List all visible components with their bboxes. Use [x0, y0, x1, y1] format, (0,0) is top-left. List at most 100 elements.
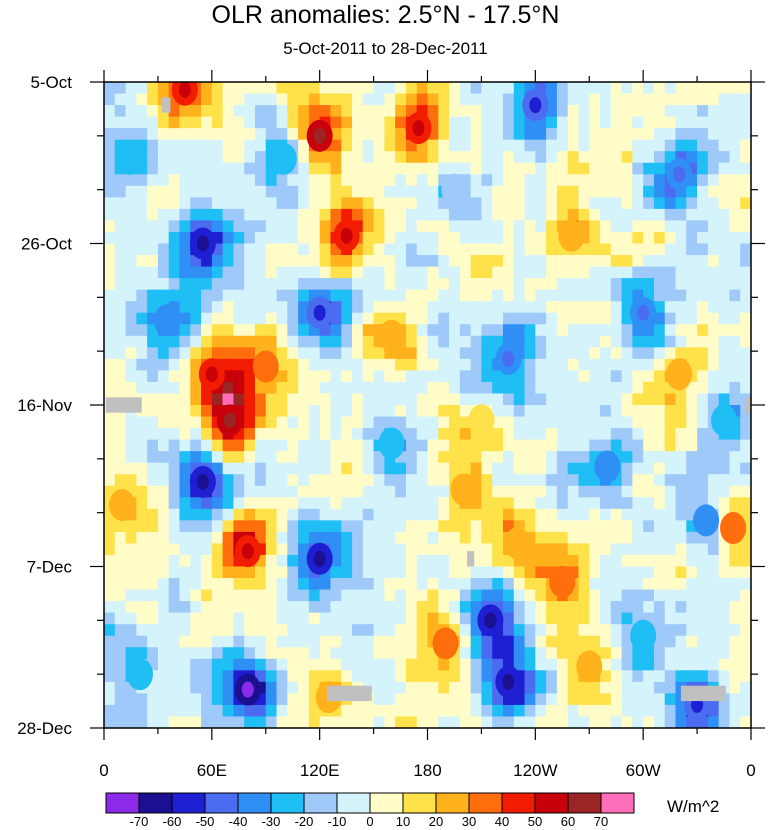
field-cell: [675, 554, 687, 568]
field-cell: [287, 416, 299, 429]
field-cell: [125, 255, 137, 268]
field-cell: [459, 416, 472, 429]
field-cell: [265, 462, 278, 475]
field-cell: [114, 358, 127, 371]
field-cell: [244, 358, 256, 371]
field-cell: [600, 370, 612, 383]
field-cell: [104, 347, 116, 360]
field-cell: [384, 554, 396, 568]
field-cell: [233, 335, 245, 348]
field-cell: [621, 324, 633, 337]
field-cell: [524, 716, 536, 728]
field-cell: [147, 485, 159, 498]
field-cell: [373, 531, 385, 545]
field-cell: [686, 243, 698, 256]
field-cell: [233, 601, 245, 614]
field-cell: [524, 531, 536, 545]
field-cell: [686, 347, 698, 360]
field-cell: [740, 681, 751, 694]
field-cell: [254, 439, 267, 452]
field-cell: [341, 485, 353, 498]
field-cell: [114, 624, 127, 637]
field-cell: [600, 151, 612, 164]
field-cell: [405, 716, 418, 728]
field-cell: [492, 704, 504, 718]
field-cell: [513, 704, 526, 718]
field-cell: [729, 370, 741, 383]
field-cell: [729, 612, 741, 625]
field-cell: [352, 128, 364, 141]
field-cell: [664, 647, 677, 660]
field-cell: [492, 301, 504, 314]
field-cell: [254, 208, 267, 222]
anomaly-core: [502, 673, 515, 690]
field-cell: [179, 278, 191, 291]
field-cell: [546, 358, 558, 371]
field-cell: [546, 624, 558, 637]
field-cell: [578, 520, 590, 533]
field-cell: [675, 439, 687, 452]
field-cell: [492, 462, 504, 475]
field-cell: [632, 658, 644, 671]
field-cell: [168, 266, 181, 279]
field-cell: [664, 220, 677, 233]
field-cell: [298, 139, 310, 152]
field-cell: [697, 324, 709, 337]
field-cell: [341, 543, 353, 556]
field-cell: [546, 255, 558, 268]
field-cell: [707, 624, 720, 637]
anomaly-feature: [504, 527, 531, 560]
field-cell: [211, 93, 224, 106]
field-cell: [104, 474, 116, 487]
field-cell: [578, 497, 590, 510]
field-cell: [686, 428, 698, 441]
field-cell: [621, 612, 633, 625]
field-cell: [729, 428, 741, 441]
field-cell: [114, 370, 127, 383]
field-cell: [330, 451, 342, 464]
field-cell: [664, 497, 677, 510]
field-cell: [632, 139, 644, 152]
field-cell: [341, 554, 353, 568]
field-cell: [707, 670, 720, 683]
field-cell: [330, 243, 342, 256]
field-cell: [535, 462, 547, 475]
field-cell: [168, 566, 181, 579]
field-cell: [179, 185, 191, 198]
field-cell: [481, 462, 493, 475]
field-cell: [254, 243, 267, 256]
field-cell: [546, 162, 558, 175]
field-cell: [384, 566, 396, 579]
field-cell: [664, 416, 677, 429]
field-cell: [481, 347, 493, 360]
field-cell: [610, 174, 623, 187]
field-cell: [578, 185, 590, 198]
field-cell: [405, 220, 418, 233]
field-cell: [481, 266, 493, 279]
field-cell: [502, 405, 515, 418]
field-cell: [513, 381, 526, 395]
field-cell: [610, 220, 623, 233]
colorbar-label: -10: [328, 814, 347, 829]
field-cell: [201, 704, 213, 718]
field-cell: [125, 324, 137, 337]
field-cell: [114, 335, 127, 348]
field-cell: [114, 612, 127, 625]
field-cell: [136, 82, 148, 95]
field-cell: [481, 647, 493, 660]
field-cell: [384, 381, 396, 395]
field-cell: [610, 601, 623, 614]
field-cell: [643, 93, 655, 106]
field-cell: [265, 601, 278, 614]
field-cell: [114, 520, 127, 533]
field-cell: [211, 243, 224, 256]
field-cell: [567, 428, 580, 441]
field-cell: [470, 347, 483, 360]
field-cell: [729, 647, 741, 660]
field-cell: [675, 716, 687, 728]
field-cell: [438, 428, 450, 441]
colorbar-swatch: [303, 792, 338, 814]
field-cell: [740, 116, 751, 129]
field-cell: [697, 255, 709, 268]
anomaly-feature: [126, 658, 153, 691]
